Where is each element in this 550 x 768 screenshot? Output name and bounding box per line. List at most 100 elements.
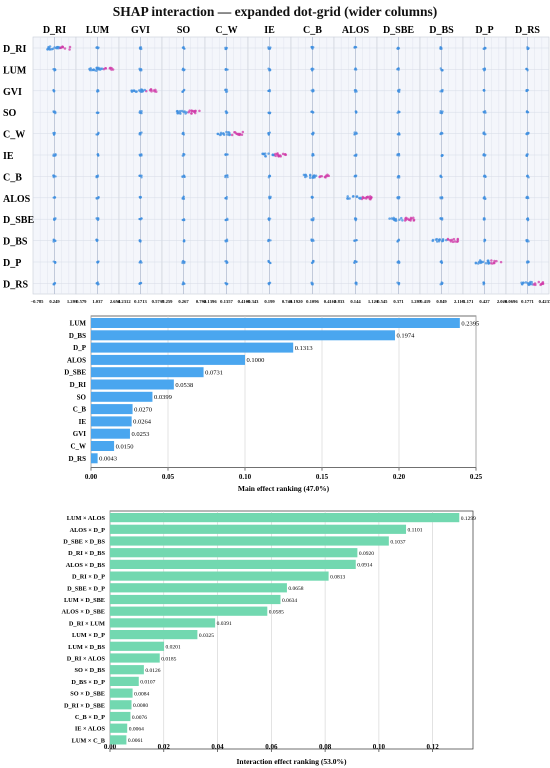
row-label-d_sbe: D_SBE [3,215,34,226]
shap-dot [537,280,541,284]
shap-dot [441,88,444,92]
shap-dot [525,195,528,198]
shap-dot [143,88,147,92]
bar [91,318,460,328]
value-label: 0.0399 [154,394,172,401]
shap-dot [404,217,407,220]
category-label: LUM × C_B [72,737,106,744]
shap-dot [495,259,498,263]
value-label: 0.0914 [357,563,372,569]
shap-dot [355,217,358,221]
shap-dot [138,174,141,178]
shap-dot [97,132,100,135]
bar [110,665,144,675]
bar [91,342,294,353]
column-tick-label: 2.118 [454,299,465,304]
shap-dot [398,195,401,199]
row-label-d_rs: D_RS [3,279,28,290]
category-label: LUM × D_SBE [64,597,105,604]
value-label: 0.0634 [282,598,297,604]
shap-dot [319,175,322,178]
shap-dot [95,238,98,241]
shap-dot [182,47,186,50]
shap-dot [224,219,227,222]
x-tick-label: 0.10 [373,743,386,751]
shap-dot [90,68,94,72]
shap-dot [264,155,267,158]
shap-dot [139,154,142,157]
shap-dot [63,47,67,50]
shap-dot [440,69,443,72]
shap-dot [276,152,279,155]
bar [110,688,133,698]
shap-dot [440,112,444,115]
value-label: 0.0920 [359,551,374,557]
x-tick-label: 0.00 [104,743,117,751]
category-label: SO × D_SBE [70,691,105,698]
shap-dot [541,282,544,285]
column-header-d_sbe: D_SBE [383,25,414,36]
shap-dot [491,262,494,265]
value-label: 0.0084 [134,691,149,697]
shap-dot [396,240,399,243]
shap-dot [396,261,399,264]
main-effect-chart: 0.00 0.05 0.10 0.15 0.20 0.25 LUM 0.2395 D_BS 0.1… [64,315,483,493]
shap-dot [412,216,415,220]
shap-dot [183,261,186,265]
category-label: IE × ALOS [75,726,106,733]
value-label: 0.0538 [175,382,193,389]
shap-dot [441,110,444,113]
shap-dot [97,196,100,199]
shap-dot [225,46,228,50]
shap-dot [354,239,357,242]
value-label: 0.0064 [129,727,144,733]
shap-dot [56,45,59,49]
column-tick-label: 2.026 [497,299,508,304]
shap-dot [138,261,141,264]
shap-dot [487,260,490,263]
value-label: 0.0658 [288,586,303,592]
shap-dot [96,67,99,70]
shap-dot [401,219,404,222]
row-label-d_ri: D_RI [3,44,26,55]
shap-dot [262,152,266,156]
shap-dot [268,131,272,134]
column-tick-label: −0.1920 [287,299,303,304]
column-tick-label: 2.654 [110,299,121,304]
value-label: 0.0061 [128,738,143,744]
shap-dot [527,196,530,200]
shap-dot [96,261,99,264]
shap-dot [397,110,400,113]
shap-dot [54,239,57,243]
shap-dot [190,112,193,115]
shap-dot [53,89,56,92]
shap-dot [268,174,271,178]
shap-dot [324,174,328,178]
value-label: 0.0813 [330,574,345,580]
bar [91,428,130,439]
value-label: 0.0201 [166,645,181,651]
x-tick-label: 0.04 [211,743,224,751]
shap-dot [59,46,63,49]
shap-dot [181,283,185,286]
value-label: 0.0076 [132,715,147,721]
shap-dot [398,154,401,157]
shap-dot [483,68,487,71]
shap-dot [53,69,56,72]
column-tick-label: −0.2312 [115,299,131,304]
shap-dot [388,217,391,220]
shap-dot [182,152,185,156]
shap-dot [439,175,442,178]
shap-dot [439,111,442,115]
shap-dot [224,174,227,177]
category-label: D_RI × D_P [72,574,105,581]
shap-dot [354,154,357,157]
column-tick-label: −0.833 [332,299,346,304]
shap-dot [398,133,401,136]
column-header-c_w: C_W [215,25,237,36]
column-tick-label: 0.1713 [134,299,147,304]
shap-dot [97,154,100,157]
bar [91,416,132,427]
column-tick-label: 1.283 [67,299,78,304]
shap-dot [194,109,197,113]
